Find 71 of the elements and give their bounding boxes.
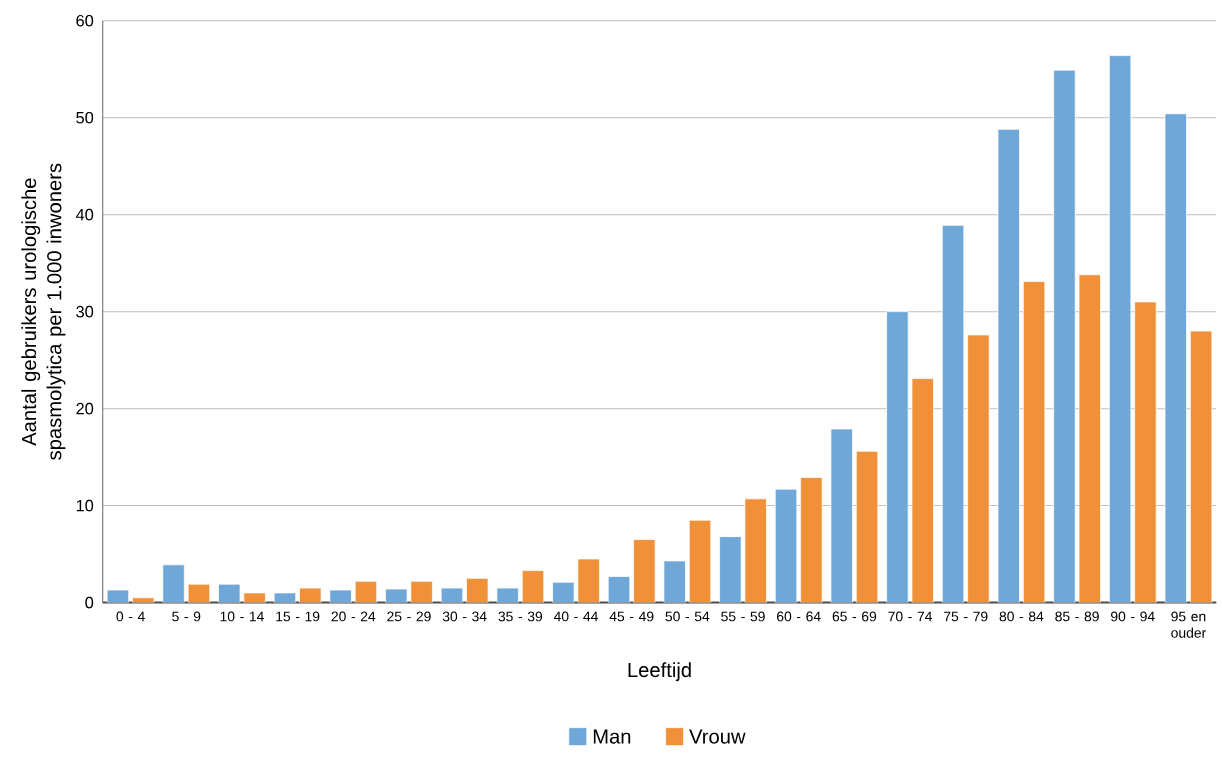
y-tick-label: 10	[76, 499, 94, 512]
y-tick-label: 20	[76, 402, 94, 415]
x-tick-label: 80 - 84	[999, 611, 1044, 622]
bar	[663, 560, 686, 603]
bar	[800, 476, 823, 603]
x-tick-label: 5 - 9	[172, 611, 201, 622]
bar	[830, 428, 853, 603]
x-tick-label: 90 - 94	[1111, 611, 1155, 622]
y-tick-label: 40	[75, 208, 94, 221]
y-tick-label: 60	[76, 14, 94, 27]
x-tick-label: 70 - 74	[888, 611, 933, 622]
bar	[688, 519, 712, 603]
bar	[774, 488, 798, 603]
bar	[273, 592, 297, 603]
bar	[744, 498, 767, 603]
bar	[1053, 69, 1076, 603]
bar	[132, 597, 155, 603]
bar	[552, 581, 575, 603]
bar	[997, 128, 1020, 603]
x-tick-label: 30 - 34	[442, 611, 487, 622]
bar	[354, 580, 378, 603]
bar	[106, 589, 130, 603]
bar	[299, 587, 322, 603]
x-tick-label: 15 - 19	[276, 611, 320, 622]
bar	[719, 536, 742, 603]
bar	[440, 587, 464, 603]
bar	[967, 334, 990, 603]
bar	[243, 592, 266, 603]
bar	[1022, 281, 1046, 603]
bar	[1134, 301, 1157, 603]
x-tick-label: 40 - 44	[553, 611, 598, 622]
bar	[187, 583, 211, 603]
legend-label: Man	[593, 729, 631, 744]
bar	[911, 378, 934, 603]
x-tick-label: 10 - 14	[220, 611, 264, 622]
bar	[855, 450, 879, 603]
x-tick-label: 35 - 39	[498, 611, 543, 622]
x-tick-label: 95 en ouder	[1171, 611, 1206, 638]
x-axis-title: Leeftijd	[628, 662, 691, 681]
x-tick-label: 75 - 79	[944, 611, 988, 622]
bar	[521, 570, 545, 603]
bar	[1078, 274, 1101, 603]
y-axis-title: Aantal gebruikers urologische spasmolytica per 1.000 inwoners	[21, 163, 66, 460]
bar	[941, 224, 965, 603]
x-tick-label: 55 - 59	[721, 611, 765, 622]
x-tick-label: 60 - 64	[777, 611, 821, 622]
y-tick-label: 50	[76, 111, 94, 124]
bar	[496, 587, 519, 603]
x-tick-label: 20 - 24	[331, 611, 376, 622]
legend-label: Vrouw	[689, 729, 746, 744]
bar	[162, 564, 185, 603]
bar	[218, 583, 241, 603]
y-tick-label: 30	[76, 305, 94, 318]
bar	[1108, 55, 1132, 603]
x-tick-label: 50 - 54	[665, 611, 710, 622]
bar	[633, 539, 656, 603]
bar	[329, 589, 352, 603]
y-tick-label: 0	[85, 596, 94, 609]
bar	[577, 558, 600, 603]
x-tick-label: 85 - 89	[1055, 611, 1099, 622]
bar	[385, 588, 408, 603]
bar	[1189, 330, 1213, 603]
bar	[410, 580, 433, 603]
bar	[886, 311, 909, 603]
x-tick-label: 65 - 69	[832, 611, 877, 622]
bar	[1164, 113, 1187, 603]
x-tick-label: 25 - 29	[387, 611, 431, 622]
bar	[607, 575, 631, 603]
x-tick-label: 0 - 4	[116, 611, 145, 622]
bar	[466, 577, 489, 603]
x-tick-label: 45 - 49	[609, 611, 654, 622]
